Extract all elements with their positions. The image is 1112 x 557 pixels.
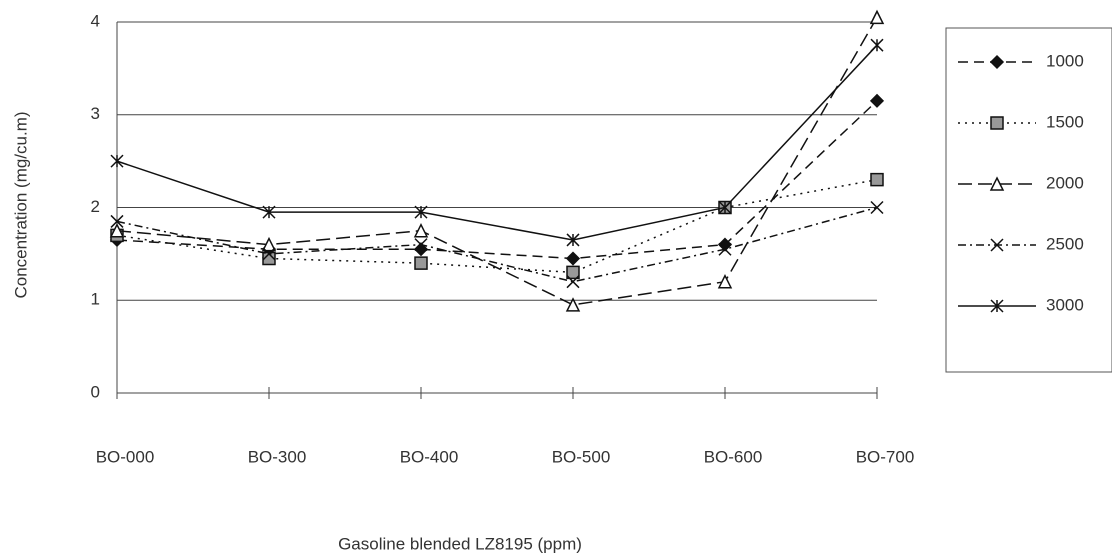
- marker: [110, 214, 124, 228]
- marker: [262, 247, 276, 261]
- marker: [261, 236, 277, 252]
- x-tick-label: BO-700: [856, 447, 915, 466]
- series-line: [116, 44, 878, 241]
- marker: [870, 172, 884, 187]
- y-tick-label: 4: [91, 11, 100, 30]
- marker: [566, 265, 580, 280]
- marker: [717, 237, 733, 252]
- legend-label: 3000: [1046, 295, 1084, 314]
- marker: [869, 93, 885, 108]
- series-line: [116, 100, 878, 260]
- legend-label: 1000: [1046, 51, 1084, 70]
- marker: [718, 242, 732, 256]
- marker: [414, 238, 428, 252]
- marker: [413, 242, 429, 257]
- y-tick-label: 2: [91, 197, 100, 216]
- x-axis-label: Gasoline blended LZ8195 (ppm): [338, 534, 582, 553]
- marker: [414, 205, 428, 219]
- legend-marker: [990, 299, 1004, 313]
- x-tick-label: BO-400: [400, 447, 459, 466]
- legend-label: 2000: [1046, 173, 1084, 192]
- legend-label: 1500: [1046, 112, 1084, 131]
- legend-marker: [990, 238, 1004, 252]
- legend-label: 2500: [1046, 234, 1084, 253]
- series-line: [116, 206, 878, 283]
- marker: [109, 223, 125, 238]
- marker: [717, 274, 733, 289]
- marker: [869, 9, 885, 25]
- marker: [413, 223, 429, 238]
- marker: [718, 200, 732, 215]
- marker: [262, 205, 276, 219]
- x-tick-label: BO-000: [96, 447, 155, 466]
- x-tick-label: BO-600: [704, 447, 763, 466]
- legend-box: [945, 27, 1112, 373]
- marker: [566, 233, 580, 247]
- y-axis-label: Concentration (mg/cu.m): [11, 111, 30, 298]
- x-tick-label: BO-500: [552, 447, 611, 466]
- marker: [414, 256, 428, 270]
- legend-marker: [989, 176, 1005, 191]
- y-tick-label: 1: [91, 290, 100, 309]
- legend-marker: [990, 116, 1004, 130]
- legend-marker: [989, 54, 1005, 70]
- x-tick-label: BO-300: [248, 447, 307, 466]
- y-tick-label: 3: [91, 104, 100, 123]
- marker: [565, 251, 581, 266]
- marker: [566, 275, 580, 289]
- y-tick-label: 0: [91, 382, 100, 401]
- marker: [870, 38, 884, 52]
- series-line: [116, 16, 878, 306]
- marker: [870, 200, 884, 215]
- marker: [565, 297, 581, 312]
- marker: [110, 154, 124, 168]
